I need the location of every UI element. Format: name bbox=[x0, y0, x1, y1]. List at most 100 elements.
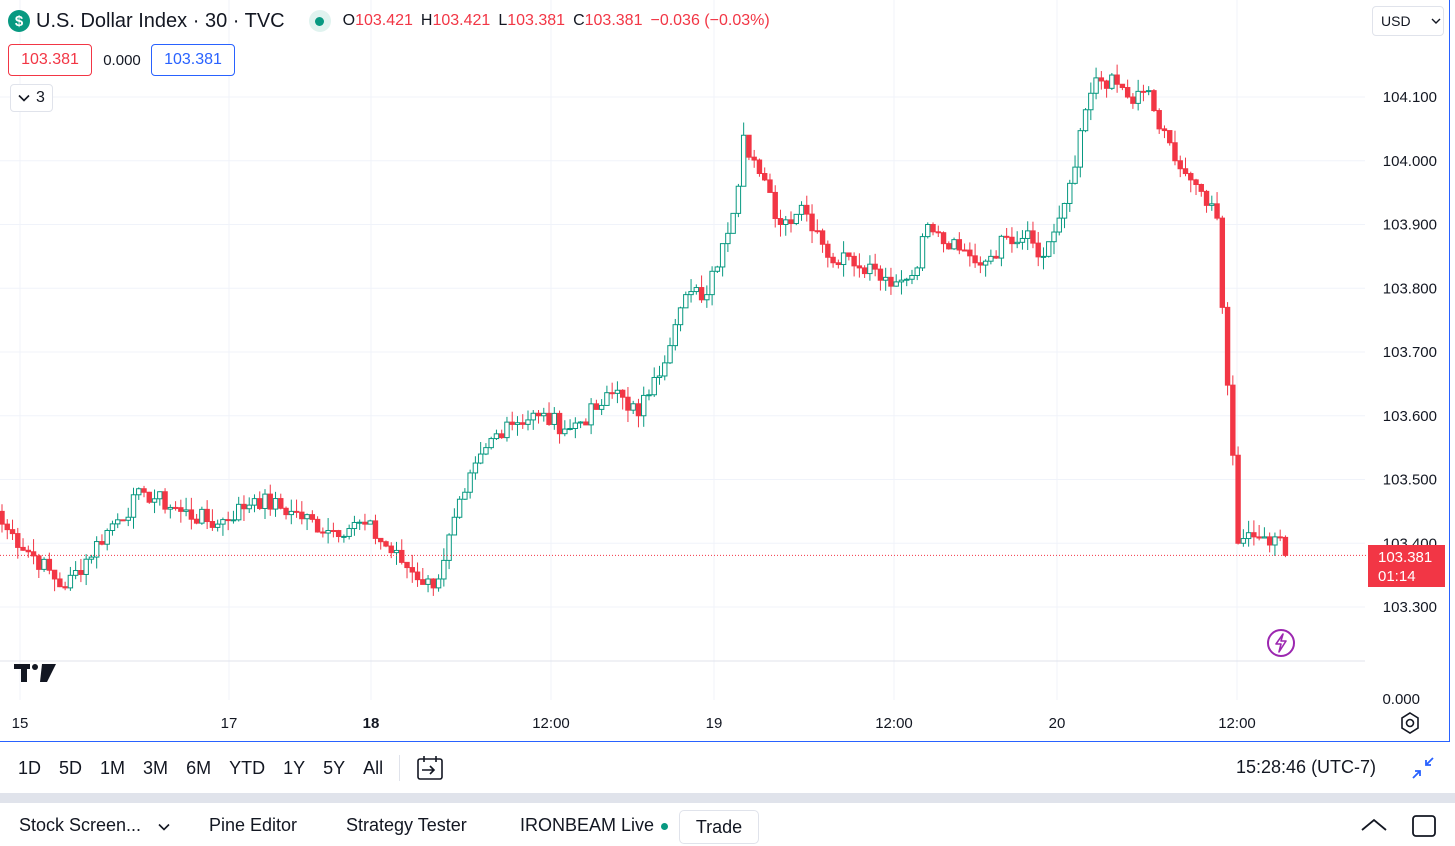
candle-body bbox=[1014, 241, 1020, 245]
candle-body bbox=[1093, 77, 1099, 94]
candle-body bbox=[1019, 237, 1026, 243]
candle-body bbox=[1240, 538, 1247, 544]
candle-body bbox=[1082, 109, 1089, 132]
lightning-icon[interactable] bbox=[1266, 628, 1296, 658]
candle-body bbox=[1235, 454, 1241, 544]
clock-timezone[interactable]: 15:28:46 (UTC-7) bbox=[1236, 757, 1377, 777]
y-axis-tick-label: 103.500 bbox=[1383, 472, 1437, 489]
range-all-button[interactable]: All bbox=[363, 757, 384, 778]
date-range-icon[interactable] bbox=[416, 755, 444, 781]
candle-body bbox=[514, 422, 521, 425]
currency-selector[interactable]: USD bbox=[1372, 6, 1444, 36]
candle-body bbox=[4, 523, 10, 531]
tradingview-logo-icon[interactable] bbox=[14, 662, 56, 684]
candle-body bbox=[740, 134, 747, 187]
chart-pane[interactable]: 104.100 104.000 103.900 103.800 103.700 103.6… bbox=[0, 0, 1450, 742]
ohlc-values: O103.421 H103.421 L103.381 C103.381 −0.0… bbox=[343, 12, 770, 30]
candle-body bbox=[430, 578, 437, 589]
range-1d-button[interactable]: 1D bbox=[18, 757, 42, 778]
range-5y-button[interactable]: 5Y bbox=[323, 757, 346, 778]
candle-body bbox=[804, 204, 810, 215]
chevron-down-icon bbox=[18, 94, 30, 102]
candle-body bbox=[262, 493, 268, 509]
candle-body bbox=[793, 213, 799, 225]
range-3m-button[interactable]: 3M bbox=[143, 757, 169, 778]
candle-body bbox=[1277, 536, 1283, 539]
x-axis-tick-label: 12:00 bbox=[532, 715, 570, 732]
y-axis-tick-label: 103.300 bbox=[1383, 599, 1437, 616]
bar-countdown: 01:14 bbox=[1378, 568, 1416, 585]
candle-body bbox=[525, 419, 531, 425]
candle-body bbox=[293, 510, 300, 513]
candle-body bbox=[551, 412, 557, 425]
sell-price-button[interactable]: 103.381 bbox=[8, 44, 92, 76]
tab-stock-screener-label: Stock Screen... bbox=[19, 815, 142, 835]
collapse-icon[interactable] bbox=[1411, 756, 1435, 780]
candle-body bbox=[146, 491, 152, 503]
range-6m-button[interactable]: 6M bbox=[186, 757, 212, 778]
candle-body bbox=[719, 243, 726, 268]
candle-body bbox=[935, 231, 941, 234]
candle-body bbox=[698, 287, 705, 301]
high-value: 103.421 bbox=[432, 12, 491, 29]
candle-body bbox=[1188, 173, 1194, 181]
panel-divider[interactable] bbox=[0, 793, 1455, 803]
candle-body bbox=[157, 491, 163, 500]
y-axis-tick-label: 103.600 bbox=[1383, 408, 1437, 425]
candle-body bbox=[1103, 80, 1110, 89]
candle-body bbox=[136, 488, 142, 496]
broker-label: IRONBEAM Live bbox=[520, 815, 655, 835]
candle-body bbox=[951, 239, 957, 250]
settings-icon[interactable] bbox=[1398, 711, 1422, 735]
candle-body bbox=[577, 421, 584, 424]
candle-body bbox=[667, 345, 673, 364]
candle-body bbox=[530, 412, 536, 421]
market-open-icon[interactable] bbox=[308, 10, 331, 32]
candle-body bbox=[619, 389, 626, 398]
candle-body bbox=[257, 498, 263, 509]
tab-stock-screener[interactable]: Stock Screen... bbox=[19, 815, 170, 836]
last-price-value: 103.381 bbox=[1378, 549, 1433, 566]
candle-body bbox=[1088, 92, 1094, 111]
x-axis-tick-label: 12:00 bbox=[875, 715, 913, 732]
candle-body bbox=[635, 403, 642, 417]
candle-body bbox=[988, 255, 994, 262]
candle-body bbox=[777, 218, 784, 226]
range-1m-button[interactable]: 1M bbox=[100, 757, 126, 778]
candle-body bbox=[688, 291, 694, 296]
candle-body bbox=[1098, 77, 1105, 82]
candle-body bbox=[188, 509, 195, 520]
range-ytd-button[interactable]: YTD bbox=[229, 757, 266, 778]
candle-body bbox=[299, 511, 305, 520]
candle-body bbox=[441, 559, 447, 580]
candle-body bbox=[15, 533, 21, 548]
candle-body bbox=[535, 412, 542, 417]
currency-label: USD bbox=[1381, 13, 1411, 29]
indicators-toggle[interactable]: 3 bbox=[10, 84, 53, 112]
trade-button[interactable]: Trade bbox=[679, 810, 759, 844]
candle-body bbox=[825, 243, 831, 258]
candle-body bbox=[893, 281, 899, 287]
candle-body bbox=[1272, 536, 1278, 546]
tab-strategy-tester[interactable]: Strategy Tester bbox=[346, 815, 467, 835]
maximize-panel-icon[interactable] bbox=[1411, 814, 1437, 838]
candle-body bbox=[178, 507, 184, 512]
symbol-title[interactable]: U.S. Dollar Index · 30 · TVC bbox=[36, 9, 285, 32]
tab-broker[interactable]: IRONBEAM Live bbox=[520, 815, 669, 836]
candle-body bbox=[1025, 230, 1031, 239]
tab-pine-editor[interactable]: Pine Editor bbox=[209, 815, 298, 835]
candlestick-chart[interactable]: 104.100 104.000 103.900 103.800 103.700 103.6… bbox=[0, 0, 1450, 742]
candle-body bbox=[214, 523, 221, 528]
candle-body bbox=[704, 294, 710, 301]
range-1y-button[interactable]: 1Y bbox=[283, 757, 306, 778]
candle-body bbox=[199, 508, 205, 524]
candle-body bbox=[93, 541, 100, 558]
range-5d-button[interactable]: 5D bbox=[59, 757, 83, 778]
chevron-up-icon[interactable] bbox=[1360, 817, 1388, 833]
buy-price-button[interactable]: 103.381 bbox=[151, 44, 235, 76]
candle-body bbox=[1140, 90, 1147, 93]
candle-body bbox=[62, 586, 68, 589]
candle-body bbox=[709, 270, 715, 296]
symbol-header: $ U.S. Dollar Index · 30 · TVC O103.421 … bbox=[8, 6, 770, 36]
chevron-down-icon[interactable] bbox=[158, 823, 170, 831]
